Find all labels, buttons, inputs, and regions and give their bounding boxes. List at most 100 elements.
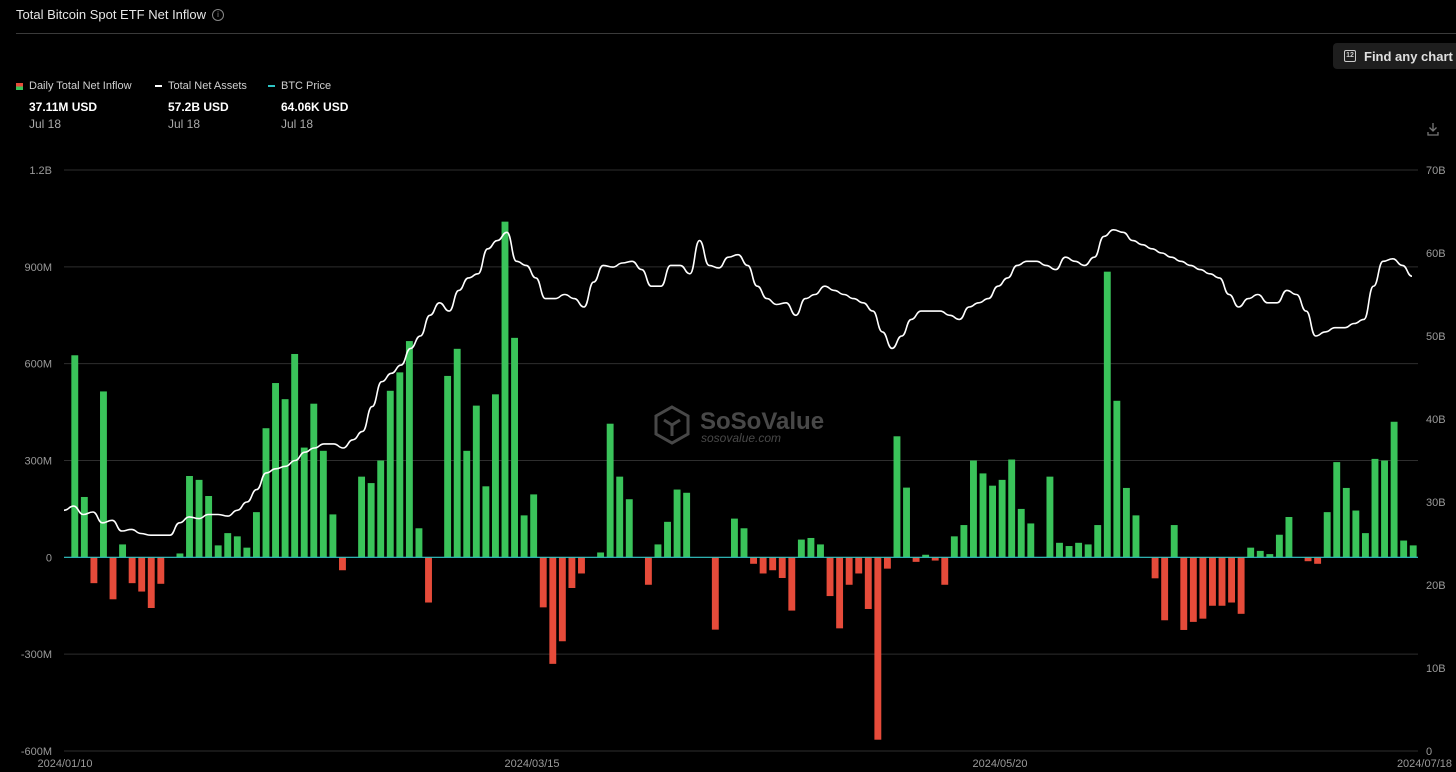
- inflow-bar: [597, 552, 605, 558]
- inflow-bar: [1256, 550, 1264, 558]
- inflow-bar: [912, 557, 920, 562]
- find-any-chart-button[interactable]: 12 Find any chart: [1333, 43, 1456, 69]
- watermark-brand: SoSoValue: [700, 408, 824, 435]
- inflow-bar: [138, 557, 146, 592]
- inflow-bar: [549, 557, 557, 664]
- inflow-bar: [157, 557, 165, 584]
- inflow-bar: [759, 557, 767, 574]
- inflow-bar: [769, 557, 777, 571]
- inflow-bar: [845, 557, 853, 585]
- x-axis: 2024/01/10 2024/03/15 2024/05/20 2024/07/18: [37, 758, 1452, 770]
- download-icon[interactable]: [1427, 122, 1439, 136]
- inflow-bar: [520, 515, 528, 558]
- left-axis-tick-label: 300M: [24, 456, 52, 468]
- inflow-bar: [1352, 510, 1360, 558]
- legend-date: Jul 18: [29, 117, 62, 131]
- inflow-bar: [281, 399, 289, 558]
- inflow-bar: [100, 391, 107, 558]
- inflow-bar: [950, 536, 958, 558]
- calendar-icon: 12: [1344, 50, 1356, 62]
- inflow-bar: [807, 537, 815, 558]
- inflow-bar: [817, 544, 824, 558]
- inflow-bar: [1361, 533, 1369, 558]
- inflow-bar: [358, 476, 366, 558]
- inflow-bar: [119, 544, 127, 558]
- inflow-bar: [836, 557, 844, 629]
- chart-title-text: Total Bitcoin Spot ETF Net Inflow: [16, 7, 207, 22]
- inflow-bar: [396, 372, 404, 558]
- left-axis: 1.2B 900M 600M 300M 0 -300M -600M: [21, 165, 52, 758]
- inflow-bar: [654, 544, 662, 558]
- inflow-bar: [214, 545, 222, 558]
- inflow-bar: [874, 557, 882, 740]
- legend-item-daily-inflow[interactable]: Daily Total Net Inflow 37.11M USD Jul 18: [16, 80, 132, 131]
- inflow-bar: [128, 557, 136, 584]
- inflow-bar: [1237, 557, 1245, 614]
- btc-swatch-icon: [268, 85, 275, 87]
- inflow-bar: [405, 341, 413, 558]
- inflow-bar: [147, 557, 155, 609]
- watermark: SoSoValue sosovalue.com: [654, 405, 824, 445]
- inflow-bar: [1381, 460, 1388, 558]
- inflow-bar: [1161, 557, 1169, 621]
- right-axis-tick-label: 20B: [1426, 580, 1446, 592]
- sosovalue-logo-icon: [654, 405, 690, 445]
- inflow-bar: [71, 355, 79, 558]
- inflow-bar: [1094, 525, 1102, 558]
- inflow-bar: [1323, 512, 1331, 558]
- right-axis: 70B 60B 50B 40B 30B 20B 10B 0: [1426, 165, 1446, 758]
- inflow-bar: [970, 460, 977, 558]
- right-axis-tick-label: 70B: [1426, 165, 1446, 177]
- inflow-bar: [1275, 534, 1283, 558]
- inflow-bar: [558, 557, 566, 642]
- info-icon[interactable]: i: [212, 8, 225, 21]
- inflow-bar: [482, 486, 490, 558]
- inflow-bar: [788, 557, 796, 611]
- inflow-bar: [855, 557, 863, 574]
- inflow-bar: [1333, 462, 1341, 558]
- legend-item-btc-price[interactable]: BTC Price 64.06K USD Jul 18: [268, 80, 348, 131]
- inflow-bar: [1228, 557, 1236, 603]
- inflow-bar: [1170, 525, 1178, 558]
- x-axis-tick-label: 2024/07/18: [1397, 758, 1452, 770]
- inflow-bar: [453, 348, 461, 558]
- inflow-bar: [1390, 421, 1398, 558]
- inflow-bar: [1113, 400, 1121, 558]
- inflow-bar: [797, 539, 805, 558]
- inflow-bar: [730, 518, 738, 558]
- legend-item-total-assets[interactable]: Total Net Assets 57.2B USD Jul 18: [155, 80, 247, 131]
- inflow-bar: [1371, 458, 1379, 558]
- inflow-bar: [367, 483, 375, 558]
- legend-label: BTC Price: [281, 80, 332, 92]
- inflow-bar: [740, 528, 748, 558]
- inflow-bar: [243, 547, 251, 558]
- inflow-bar: [1103, 271, 1111, 558]
- inflow-bar: [1285, 516, 1293, 558]
- inflow-bar: [989, 485, 997, 558]
- inflow-bar: [1342, 487, 1350, 558]
- inflow-bar: [205, 496, 213, 558]
- inflow-bar: [176, 553, 184, 558]
- inflow-bar: [998, 479, 1006, 558]
- left-axis-tick-label: 0: [46, 552, 52, 564]
- x-axis-tick-label: 2024/05/20: [972, 758, 1027, 770]
- inflow-bar: [425, 557, 432, 603]
- inflow-bar: [310, 403, 318, 558]
- inflow-bar: [90, 557, 98, 584]
- inflow-bar: [1027, 523, 1035, 558]
- legend-value: 64.06K USD: [281, 100, 349, 114]
- inflow-bar: [673, 489, 681, 558]
- inflow-bar: [262, 428, 270, 558]
- inflow-bar: [1409, 545, 1417, 558]
- inflow-bar: [539, 557, 547, 608]
- inflow-bar: [1247, 547, 1255, 558]
- inflow-bar: [1199, 557, 1207, 619]
- inflow-bar: [80, 496, 88, 558]
- inflow-bar: [1151, 557, 1159, 579]
- inflow-bar: [1075, 542, 1083, 558]
- legend-date: Jul 18: [281, 117, 314, 131]
- inflow-bar: [750, 557, 758, 564]
- inflow-bar: [377, 460, 385, 558]
- inflow-bar: [606, 423, 614, 558]
